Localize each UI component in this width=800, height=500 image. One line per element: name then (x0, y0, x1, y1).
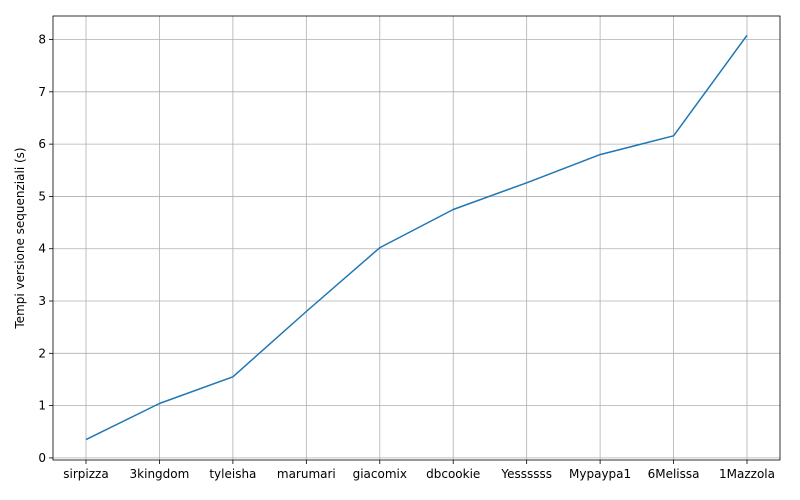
y-tick-label: 0 (38, 451, 46, 465)
y-tick-label: 7 (38, 85, 46, 99)
y-tick-label: 4 (38, 242, 46, 256)
x-tick-label: sirpizza (63, 467, 108, 481)
x-axis-ticks: sirpizza 3kingdom tyleisha marumari giacomix… (63, 460, 775, 481)
y-tick-label: 1 (38, 399, 46, 413)
x-tick-label: tyleisha (209, 467, 256, 481)
x-tick-label: Yessssss (500, 467, 552, 481)
grid (53, 16, 780, 460)
x-tick-label: dbcookie (426, 467, 480, 481)
series (85, 34, 748, 441)
y-axis-label: Tempi versione sequenziali (s) (13, 147, 27, 329)
y-tick-label: 3 (38, 294, 46, 308)
series-line (85, 34, 748, 441)
x-tick-label: marumari (277, 467, 336, 481)
x-tick-label: giacomix (353, 467, 407, 481)
y-axis-ticks: 0 1 2 3 4 5 6 7 8 (38, 33, 53, 465)
x-tick-label: 1Mazzola (719, 467, 775, 481)
y-tick-label: 8 (38, 33, 46, 47)
x-tick-label: 3kingdom (130, 467, 190, 481)
x-tick-label: Mypaypa1 (569, 467, 631, 481)
y-tick-label: 6 (38, 137, 46, 151)
plot-frame (52, 15, 781, 461)
x-tick-label: 6Melissa (648, 467, 700, 481)
y-tick-label: 2 (38, 346, 46, 360)
y-tick-label: 5 (38, 189, 46, 203)
